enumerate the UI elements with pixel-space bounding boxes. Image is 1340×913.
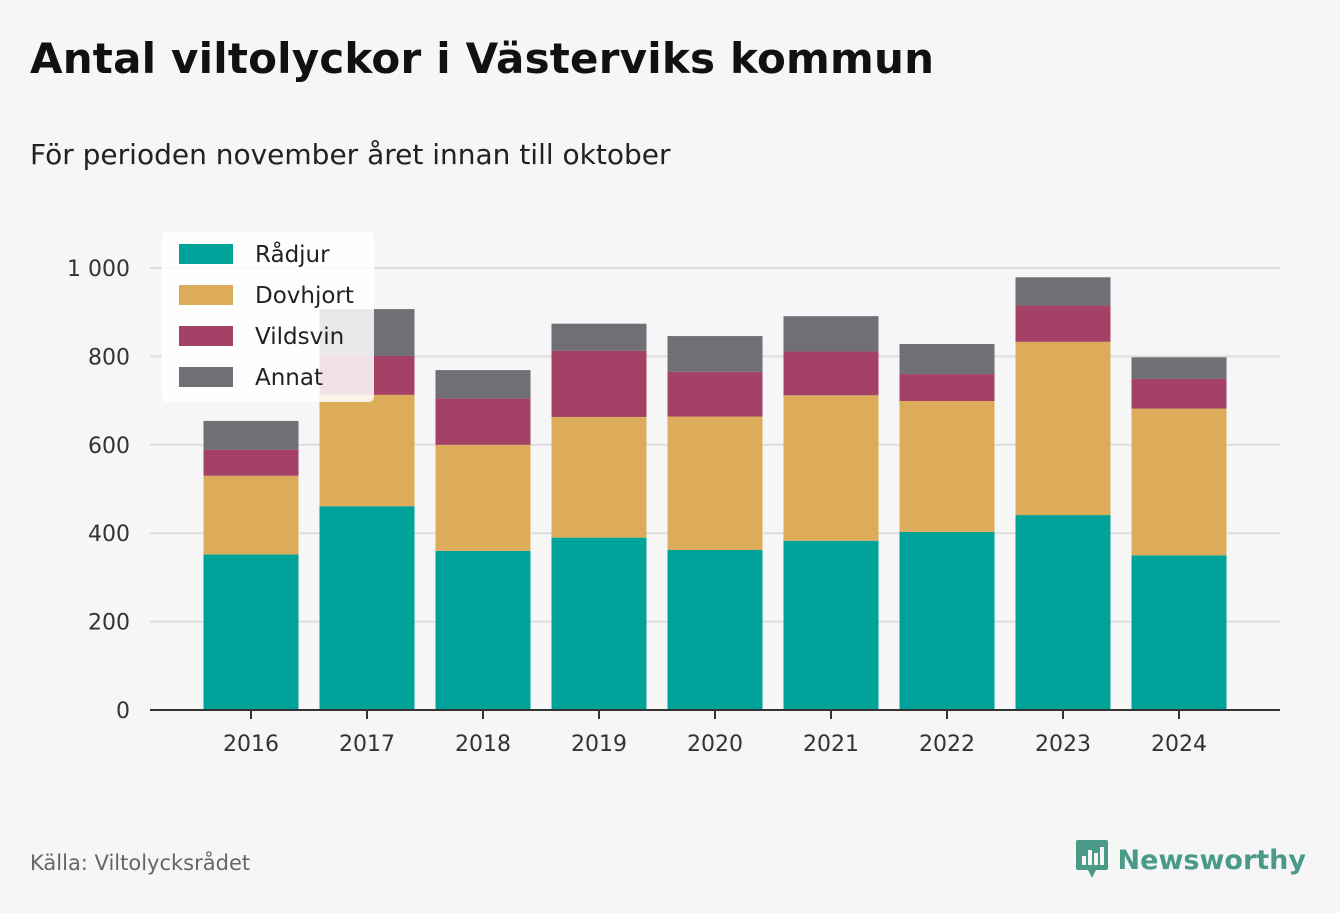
legend-label: Vildsvin: [255, 324, 344, 350]
legend-label: Dovhjort: [255, 283, 354, 309]
y-tick-label: 600: [88, 434, 130, 459]
y-tick-label: 400: [88, 522, 130, 547]
bar-segment: [899, 401, 995, 532]
axes: 0 200 400 600 800 1 000 2016 2017 2018 2019 2020 20…: [67, 257, 1280, 757]
bar-segment: [203, 420, 299, 450]
bar-segment: [1131, 357, 1227, 379]
bar-segment: [435, 370, 531, 399]
bars: [203, 277, 1227, 710]
bar-segment: [551, 416, 647, 538]
bar-segment: [1131, 408, 1227, 556]
legend: Rådjur Dovhjort Vildsvin Annat: [162, 232, 374, 402]
bar-segment: [899, 344, 995, 375]
bar-segment: [783, 540, 879, 710]
chart-bubble-icon: [1075, 840, 1108, 878]
x-tick-label: 2017: [339, 732, 395, 757]
bar-segment: [667, 336, 763, 372]
brand-name: Newsworthy: [1117, 844, 1306, 876]
x-tick-label: 2019: [571, 732, 627, 757]
legend-swatch: [179, 367, 233, 387]
bar-segment: [1015, 341, 1111, 516]
bar-segment: [435, 550, 531, 710]
x-tick-label: 2020: [687, 732, 743, 757]
bar-segment: [783, 395, 879, 541]
bar-segment: [899, 374, 995, 402]
bar-segment: [783, 316, 879, 352]
x-tick-label: 2024: [1151, 732, 1207, 757]
legend-label: Annat: [255, 365, 323, 391]
bar-segment: [203, 475, 299, 555]
bar-segment: [435, 444, 531, 551]
chart-title: Antal viltolyckor i Västerviks kommun: [30, 34, 935, 83]
y-tick-label: 1 000: [67, 257, 130, 282]
bar-segment: [551, 537, 647, 710]
legend-box: [162, 232, 374, 402]
bar-segment: [319, 506, 415, 710]
x-tick-label: 2022: [919, 732, 975, 757]
bar-segment: [1131, 555, 1227, 710]
y-tick-label: 800: [88, 345, 130, 370]
bar-segment: [203, 449, 299, 476]
legend-swatch: [179, 244, 233, 264]
newsworthy-logo: Newsworthy: [1074, 838, 1306, 882]
bar-segment: [1015, 305, 1111, 342]
bar-segment: [551, 350, 647, 417]
bar-segment: [1015, 277, 1111, 306]
bar-segment: [1131, 378, 1227, 409]
y-tick-label: 200: [88, 611, 130, 636]
x-tick-label: 2018: [455, 732, 511, 757]
bar-segment: [667, 371, 763, 417]
source-note: Källa: Viltolycksrådet: [30, 851, 251, 875]
chart-subtitle: För perioden november året innan till ok…: [30, 138, 671, 171]
legend-label: Rådjur: [255, 240, 330, 268]
legend-swatch: [179, 285, 233, 305]
bar-segment: [203, 554, 299, 710]
bar-segment: [667, 549, 763, 710]
bar-segment: [899, 531, 995, 710]
x-tick-label: 2023: [1035, 732, 1091, 757]
bar-segment: [551, 323, 647, 351]
x-tick-label: 2016: [223, 732, 279, 757]
bar-segment: [319, 394, 415, 507]
y-tick-label: 0: [116, 699, 130, 724]
x-tick-label: 2021: [803, 732, 859, 757]
bar-segment: [667, 416, 763, 550]
bar-segment: [435, 398, 531, 445]
bar-segment: [1015, 515, 1111, 710]
legend-swatch: [179, 326, 233, 346]
bar-segment: [783, 351, 879, 396]
